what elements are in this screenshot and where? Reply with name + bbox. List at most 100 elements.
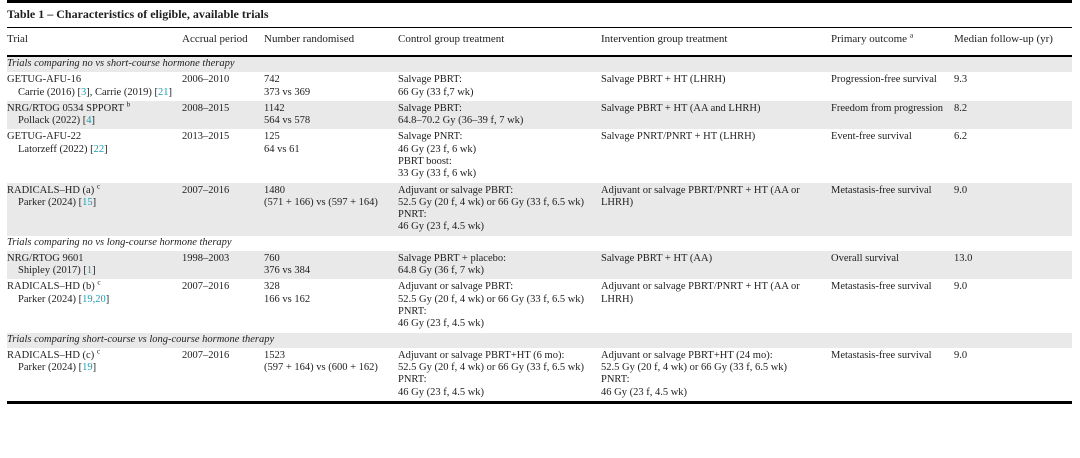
intervention-cell: Salvage PBRT + HT (AA) (601, 251, 831, 280)
randomised-cell-line: 376 vs 384 (264, 265, 311, 277)
control-cell-line: 64.8 Gy (36 f, 7 wk) (398, 265, 485, 277)
trial-row: RADICALS–HD (a) c Parker (2024) [15] 2007–… (7, 181, 1072, 236)
median-cell-line: 13.0 (954, 252, 973, 264)
intervention-cell: Salvage PNRT/PNRT + HT (LHRH) (601, 129, 831, 182)
randomised-cell-line: 1142 (264, 102, 285, 114)
col-header-primary-outcome: Primary outcome a (831, 28, 954, 57)
randomised-cell-line: (571 + 166) vs (597 + 164) (264, 196, 378, 208)
trial-footnote-marker[interactable]: b (126, 99, 131, 109)
control-cell-line: 46 Gy (23 f, 4.5 wk) (398, 386, 485, 398)
trial-name: GETUG-AFU-16 (7, 74, 82, 86)
citation-text: ] (91, 115, 96, 127)
trial-footnote-marker[interactable]: c (96, 181, 101, 190)
intervention-cell: Salvage PBRT + HT (LHRH) (601, 72, 831, 101)
trial-name: GETUG-AFU-22 (7, 131, 82, 143)
control-cell-line: Adjuvant or salvage PBRT: (398, 184, 514, 196)
section-label: Trials comparing short-course vs long-co… (7, 334, 275, 346)
trial-citation: Parker (2024) [15] (7, 197, 172, 209)
outcome-cell: Metastasis-free survival (831, 183, 954, 236)
citation-text: ] (92, 362, 97, 374)
section-header-row: Trials comparing no vs long-course hormo… (7, 236, 1072, 251)
accrual-cell: 2007–2016 (182, 348, 264, 401)
footnote-marker-a[interactable]: a (909, 30, 914, 40)
accrual-cell: 2013–2015 (182, 129, 264, 182)
accrual-cell-line: 2006–2010 (182, 74, 230, 86)
randomised-cell-line: 373 vs 369 (264, 86, 311, 98)
trial-citation: Pollack (2022) [4] (7, 115, 172, 127)
intervention-cell-line: Adjuvant or salvage PBRT+HT (24 mo): (601, 349, 773, 361)
outcome-cell: Metastasis-free survival (831, 348, 954, 401)
citation-text: ] (168, 86, 172, 98)
median-cell-line: 9.0 (954, 184, 968, 196)
accrual-cell-line: 1998–2003 (182, 252, 230, 264)
intervention-cell: Adjuvant or salvage PBRT/PNRT + HT (AA o… (601, 279, 831, 332)
trial-footnote-marker[interactable]: c (97, 277, 101, 287)
randomised-cell-line: 760 (264, 252, 280, 264)
median-cell: 6.2 (954, 129, 1072, 182)
trials-table-body: Trials comparing no vs short-course horm… (7, 55, 1072, 401)
citation-link[interactable]: 1 (86, 265, 93, 277)
outcome-cell-line: Overall survival (831, 252, 899, 264)
trial-cell: GETUG-AFU-22 Latorzeff (2022) [22] (7, 129, 182, 182)
accrual-cell-line: 2008–2015 (182, 102, 230, 114)
intervention-cell: Adjuvant or salvage PBRT/PNRT + HT (AA o… (601, 183, 831, 236)
section-label: Trials comparing no vs long-course hormo… (7, 237, 232, 249)
control-cell-line: Salvage PBRT: (398, 102, 462, 114)
intervention-cell-line: 52.5 Gy (20 f, 4 wk) or 66 Gy (33 f, 6.5… (601, 362, 788, 374)
intervention-cell-line: 46 Gy (23 f, 4.5 wk) (601, 386, 688, 398)
control-cell-line: PNRT: (398, 374, 427, 386)
trial-citation: Shipley (2017) [1] (7, 265, 172, 277)
citation-link[interactable]: 15 (82, 196, 93, 208)
accrual-cell-line: 2007–2016 (182, 281, 230, 293)
outcome-cell: Metastasis-free survival (831, 279, 954, 332)
citation-link[interactable]: 19 (82, 362, 93, 374)
outcome-cell: Overall survival (831, 251, 954, 280)
citation-link[interactable]: 3 (80, 86, 87, 98)
trial-row: GETUG-AFU-22 Latorzeff (2022) [22] 2013–20… (7, 129, 1072, 182)
outcome-cell-line: Metastasis-free survival (831, 184, 932, 196)
accrual-cell-line: 2007–2016 (182, 184, 230, 196)
table-container: Table 1 – Characteristics of eligible, a… (7, 0, 1072, 404)
citation-text: Parker (2024) [ (18, 196, 83, 208)
trial-name: RADICALS–HD (c) c (7, 346, 101, 361)
trial-citation: Parker (2024) [19,20] (7, 294, 172, 306)
median-cell: 9.0 (954, 279, 1072, 332)
citation-text: Parker (2024) [ (18, 293, 83, 305)
trial-citation: Latorzeff (2022) [22] (7, 144, 172, 156)
randomised-cell-line: 1523 (264, 349, 285, 361)
trial-row: NRG/RTOG 0534 SPPORT b Pollack (2022) [4]… (7, 99, 1072, 130)
trial-cell: RADICALS–HD (c) c Parker (2024) [19] (7, 346, 182, 401)
control-cell: Salvage PBRT: 64.8–70.2 Gy (36–39 f, 7 wk… (398, 101, 601, 130)
citation-text: ] (92, 196, 97, 208)
randomised-cell-line: (597 + 164) vs (600 + 162) (264, 362, 378, 374)
citation-link[interactable]: 22 (93, 143, 105, 155)
trial-row: NRG/RTOG 9601 Shipley (2017) [1] 1998–2003… (7, 250, 1072, 280)
col-header-median-followup: Median follow-up (yr) (954, 28, 1072, 57)
median-cell: 13.0 (954, 251, 1072, 280)
accrual-cell: 2006–2010 (182, 72, 264, 101)
section-label: Trials comparing no vs short-course horm… (7, 58, 235, 70)
randomised-cell-line: 125 (264, 131, 280, 143)
randomised-cell-line: 564 vs 578 (264, 115, 311, 127)
control-cell-line: Adjuvant or salvage PBRT: (398, 281, 514, 293)
median-cell-line: 6.2 (954, 131, 968, 143)
control-cell-line: 52.5 Gy (20 f, 4 wk) or 66 Gy (33 f, 6.5… (398, 362, 585, 374)
intervention-cell-line: Salvage PBRT + HT (AA and LHRH) (601, 102, 761, 114)
randomised-cell: 742 373 vs 369 (264, 72, 398, 101)
trial-name: NRG/RTOG 0534 SPPORT b (7, 99, 131, 114)
citation-link[interactable]: 4 (86, 115, 92, 127)
randomised-cell: 1142 564 vs 578 (264, 101, 398, 130)
trial-row: RADICALS–HD (c) c Parker (2024) [19] 2007–… (7, 346, 1072, 401)
citation-link[interactable]: 21 (157, 86, 169, 98)
col-header-number-randomised: Number randomised (264, 28, 398, 57)
outcome-cell: Freedom from progression (831, 101, 954, 130)
col-header-accrual-period: Accrual period (182, 28, 264, 57)
trial-footnote-marker[interactable]: c (96, 346, 101, 356)
intervention-cell-line: Salvage PBRT + HT (AA) (601, 252, 713, 264)
citation-text: Pollack (2022) [ (18, 115, 87, 127)
randomised-cell: 1480 (571 + 166) vs (597 + 164) (264, 183, 398, 236)
section-header-row: Trials comparing short-course vs long-co… (7, 332, 1072, 348)
citation-link[interactable]: 19,20 (82, 293, 106, 305)
trial-citation: Carrie (2016) [3], Carrie (2019) [21] (7, 87, 172, 99)
control-cell-line: 33 Gy (33 f, 6 wk) (398, 168, 477, 180)
